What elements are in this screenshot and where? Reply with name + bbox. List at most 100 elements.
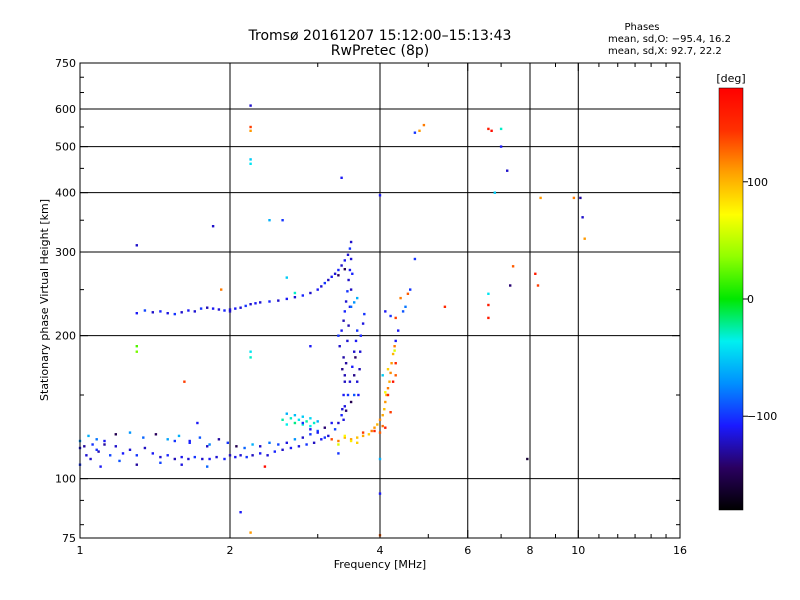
data-point [193, 455, 196, 459]
data-point [413, 257, 417, 261]
data-point [383, 408, 386, 411]
data-point [348, 268, 352, 272]
data-point [393, 345, 396, 348]
data-point [337, 439, 340, 443]
data-point [343, 380, 346, 383]
data-point [223, 457, 226, 461]
data-point [343, 434, 346, 438]
data-point [487, 316, 490, 320]
data-point [228, 454, 232, 457]
data-point [340, 414, 343, 417]
y-tick-label: 100 [55, 473, 76, 486]
data-point [351, 272, 354, 275]
data-point [363, 312, 366, 316]
data-point [234, 307, 237, 310]
data-point [166, 454, 169, 457]
data-point [103, 439, 106, 443]
data-point [266, 454, 269, 457]
data-point [343, 436, 346, 439]
data-point [309, 424, 312, 428]
data-point [305, 443, 308, 446]
data-point [239, 511, 242, 514]
data-point [259, 445, 262, 448]
data-point [301, 294, 304, 297]
data-point [199, 307, 203, 310]
data-point [327, 278, 330, 282]
data-point [381, 374, 384, 377]
data-point [316, 288, 319, 291]
colorbar-ticks: 100 0 −100 [743, 176, 777, 423]
data-point [343, 268, 346, 271]
data-point [206, 465, 209, 468]
x-tick-label: 1 [77, 544, 84, 557]
data-point [399, 296, 402, 300]
data-point [173, 439, 176, 443]
data-point [91, 443, 94, 446]
data-point [99, 465, 102, 468]
data-point [285, 423, 288, 426]
data-point [85, 454, 88, 457]
data-point [109, 454, 112, 457]
data-point [359, 350, 362, 353]
data-point [349, 439, 353, 443]
y-axis-label: Stationary phase Virtual Height [km] [38, 199, 51, 401]
data-point [135, 454, 138, 457]
colorbar [718, 87, 744, 511]
data-point [418, 129, 421, 132]
data-point [293, 421, 297, 425]
data-point [249, 129, 252, 132]
x-tick-label: 10 [571, 544, 585, 557]
data-point [342, 418, 345, 421]
data-point [384, 310, 387, 313]
data-point [389, 411, 392, 414]
data-point [323, 281, 326, 285]
data-point [277, 299, 280, 302]
data-point [151, 311, 154, 314]
data-point [357, 393, 360, 397]
data-point [349, 400, 353, 404]
data-point [370, 429, 373, 433]
data-point [301, 436, 304, 439]
x-tick-label: 4 [377, 544, 384, 557]
data-point [103, 443, 106, 446]
data-point [259, 301, 262, 304]
data-point [487, 292, 490, 295]
data-point [386, 368, 390, 371]
data-point [312, 441, 316, 444]
data-point [281, 219, 284, 222]
data-point [337, 443, 340, 446]
data-point [354, 356, 357, 359]
data-point [343, 259, 346, 262]
y-tick-label: 500 [55, 141, 76, 154]
data-point [97, 450, 100, 453]
data-point [201, 457, 204, 461]
data-point [166, 438, 169, 441]
data-point [89, 457, 92, 461]
data-point [249, 104, 252, 107]
data-point [337, 452, 340, 455]
data-point [239, 306, 242, 309]
data-point [301, 423, 304, 426]
data-point [263, 465, 267, 468]
data-point [367, 433, 371, 436]
data-point [389, 314, 392, 318]
data-point [166, 312, 169, 315]
data-point [206, 445, 209, 448]
data-point [511, 265, 515, 268]
data-point [409, 288, 412, 291]
y-tick-label: 750 [55, 57, 76, 70]
data-point [539, 196, 542, 200]
phase-info-x-line: mean, sd,X: 92.7, 22.2 [608, 46, 722, 57]
data-point [342, 393, 345, 397]
data-point [183, 380, 186, 383]
data-point [348, 247, 352, 250]
data-point [309, 428, 312, 431]
data-point [293, 438, 297, 441]
data-point [223, 309, 226, 312]
data-point [142, 436, 145, 439]
data-point [487, 127, 490, 131]
data-point [143, 446, 147, 450]
data-point [581, 216, 584, 219]
data-point [338, 345, 341, 348]
